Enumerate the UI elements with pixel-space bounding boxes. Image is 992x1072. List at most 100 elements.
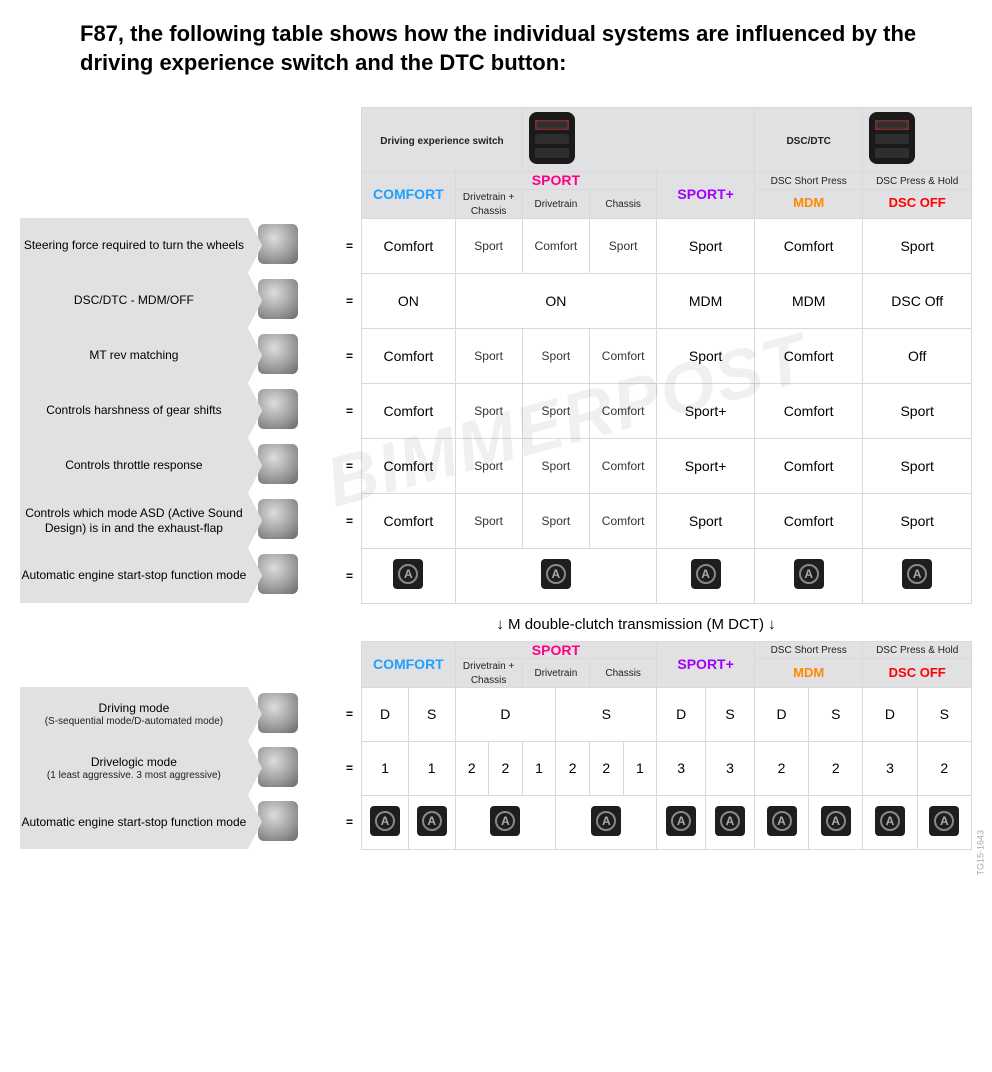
hdr-mdm: MDM [793, 195, 824, 210]
table-cell: Off [863, 328, 972, 383]
table-cell: 3 [657, 741, 706, 795]
table-cell: ON [362, 273, 455, 328]
row-label: DSC/DTC - MDM/OFF [20, 273, 248, 328]
table-cell: D [362, 687, 409, 741]
start-stop-icon [393, 559, 423, 589]
equals-glyph: = [338, 493, 362, 548]
table-cell: ON [455, 273, 657, 328]
hdr-comfort: COMFORT [373, 186, 444, 202]
row-label: Drivelogic mode(1 least aggressive. 3 mo… [20, 741, 248, 795]
table-cell: 2 [556, 741, 590, 795]
table-cell: Sport [590, 218, 657, 273]
hdr-sport-sub1: Drivetrain + Chassis [463, 192, 514, 217]
table-cell: Comfort [362, 438, 455, 493]
table-cell: Comfort [362, 218, 455, 273]
hdr-dscoff: DSC OFF [889, 195, 946, 210]
side-code: TG15-1643 [976, 830, 986, 876]
start-stop-icon [691, 559, 721, 589]
start-stop-icon [821, 806, 851, 836]
table-cell: Sport [863, 218, 972, 273]
table-cell: Comfort [362, 328, 455, 383]
table-cell [754, 548, 862, 603]
driving-exp-label: Driving experience switch [380, 136, 503, 147]
table-cell: Sport [455, 383, 522, 438]
table-cell: Sport [522, 328, 589, 383]
hdr2-shortpress: DSC Short Press [771, 645, 847, 656]
hdr-presshold: DSC Press & Hold [876, 176, 958, 187]
table-cell [556, 795, 657, 849]
hdr2-sport: SPORT [532, 642, 580, 658]
table-cell: Sport [455, 328, 522, 383]
table-cell: 1 [362, 741, 409, 795]
table-cell: 3 [863, 741, 917, 795]
table-cell: Sport [863, 383, 972, 438]
row-label: Controls which mode ASD (Active Sound De… [20, 493, 248, 548]
hdr-sport-sub2: Drivetrain [534, 199, 577, 210]
table-cell: S [917, 687, 971, 741]
table-cell: D [754, 687, 808, 741]
table-cell: Sport [522, 438, 589, 493]
table-cell: 2 [754, 741, 808, 795]
table-cell: S [706, 687, 755, 741]
table-cell: Sport [657, 328, 755, 383]
table-cell [657, 795, 706, 849]
table-cell: 2 [590, 741, 624, 795]
row-label: Controls harshness of gear shifts [20, 383, 248, 438]
systems-table-1: Driving experience switch DSC/DTC COMFOR… [20, 107, 972, 603]
equals-glyph: = [338, 328, 362, 383]
table-cell: MDM [657, 273, 755, 328]
hdr2-dscoff: DSC OFF [889, 665, 946, 680]
table-cell [809, 795, 863, 849]
row-label: Automatic engine start-stop function mod… [20, 795, 248, 849]
start-stop-icon [715, 806, 745, 836]
table-cell: Sport [863, 438, 972, 493]
hdr2-sport-sub1: Drivetrain + Chassis [463, 661, 514, 686]
table-cell: Sport [657, 493, 755, 548]
table-cell: Sport+ [657, 438, 755, 493]
table-cell [917, 795, 971, 849]
table-cell [455, 548, 657, 603]
table-cell: Sport+ [657, 383, 755, 438]
table-cell: S [408, 687, 455, 741]
start-stop-icon [541, 559, 571, 589]
table-cell: Comfort [590, 328, 657, 383]
table-cell: Comfort [754, 438, 862, 493]
equals-glyph: = [338, 273, 362, 328]
equals-glyph: = [338, 218, 362, 273]
table-cell: 2 [455, 741, 489, 795]
table-cell: Comfort [522, 218, 589, 273]
table-cell: 3 [706, 741, 755, 795]
start-stop-icon [591, 806, 621, 836]
start-stop-icon [875, 806, 905, 836]
row-label: Controls throttle response [20, 438, 248, 493]
table-cell [362, 795, 409, 849]
hdr-sport-sub3: Chassis [605, 199, 641, 210]
row-label: MT rev matching [20, 328, 248, 383]
table-cell: Comfort [590, 493, 657, 548]
table-cell: Sport [522, 493, 589, 548]
table-cell: Comfort [362, 383, 455, 438]
mdct-label: ↓ M double-clutch transmission (M DCT) ↓ [20, 616, 972, 633]
hdr2-sport-sub3: Chassis [605, 668, 641, 679]
table-cell: MDM [754, 273, 862, 328]
table-cell [657, 548, 755, 603]
table-cell: S [809, 687, 863, 741]
table-cell: 2 [917, 741, 971, 795]
table-cell [863, 548, 972, 603]
dsc-dtc-label: DSC/DTC [786, 136, 830, 147]
hdr2-mdm: MDM [793, 665, 824, 680]
table-cell: Sport [522, 383, 589, 438]
systems-table-2: COMFORT SPORT SPORT+ DSC Short Press DSC… [20, 641, 972, 850]
start-stop-icon [666, 806, 696, 836]
table-cell [455, 795, 556, 849]
start-stop-icon [417, 806, 447, 836]
hdr-sport: SPORT [532, 172, 580, 188]
table-cell: 2 [489, 741, 523, 795]
start-stop-icon [490, 806, 520, 836]
table-cell: Comfort [754, 383, 862, 438]
table-cell [408, 795, 455, 849]
table-cell: Sport [455, 438, 522, 493]
table-cell: 1 [408, 741, 455, 795]
page-title: F87, the following table shows how the i… [80, 20, 972, 77]
hdr2-comfort: COMFORT [373, 656, 444, 672]
